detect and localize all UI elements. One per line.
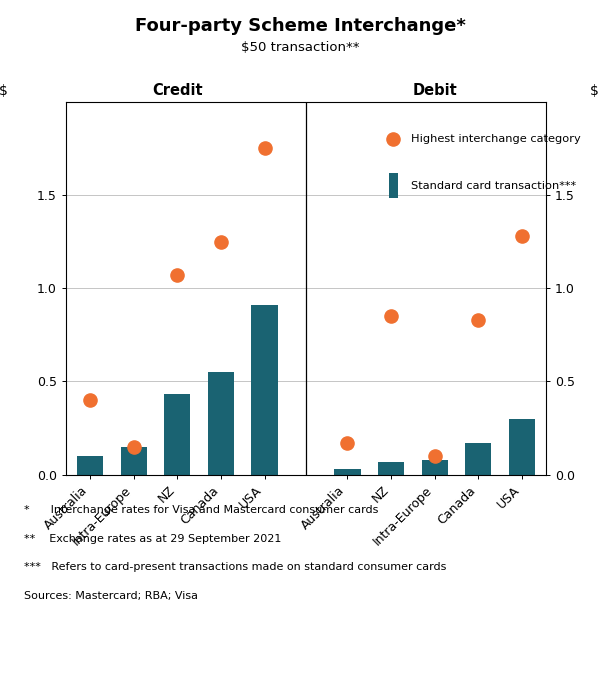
- Bar: [251, 305, 278, 475]
- Text: $: $: [590, 84, 598, 98]
- Bar: [77, 456, 103, 475]
- Point: [473, 315, 483, 325]
- Text: ***   Refers to card-present transactions made on standard consumer cards: *** Refers to card-present transactions …: [24, 562, 446, 572]
- Point: [216, 236, 226, 247]
- Text: **    Exchange rates as at 29 September 2021: ** Exchange rates as at 29 September 202…: [24, 534, 281, 544]
- Text: *      Interchange rates for Visa and Mastercard consumer cards: * Interchange rates for Visa and Masterc…: [24, 505, 379, 515]
- Point: [129, 441, 139, 452]
- Bar: [208, 372, 234, 475]
- Text: $50 transaction**: $50 transaction**: [241, 41, 359, 54]
- Bar: [422, 460, 448, 475]
- Bar: [389, 174, 398, 198]
- Point: [388, 134, 398, 144]
- Bar: [509, 418, 535, 475]
- Point: [172, 270, 182, 281]
- Bar: [378, 462, 404, 475]
- Text: Highest interchange category: Highest interchange category: [411, 134, 580, 144]
- Point: [430, 450, 440, 461]
- Point: [260, 143, 269, 154]
- Text: Four-party Scheme Interchange*: Four-party Scheme Interchange*: [134, 17, 466, 35]
- Point: [386, 311, 396, 321]
- Bar: [334, 469, 361, 475]
- Bar: [121, 447, 147, 475]
- Text: Credit: Credit: [152, 83, 203, 98]
- Text: Sources: Mastercard; RBA; Visa: Sources: Mastercard; RBA; Visa: [24, 591, 198, 601]
- Bar: [465, 443, 491, 475]
- Text: $: $: [0, 84, 8, 98]
- Point: [85, 395, 95, 405]
- Point: [343, 437, 352, 448]
- Bar: [164, 395, 190, 475]
- Text: Debit: Debit: [412, 83, 457, 98]
- Point: [517, 231, 527, 241]
- Text: Standard card transaction***: Standard card transaction***: [411, 180, 576, 191]
